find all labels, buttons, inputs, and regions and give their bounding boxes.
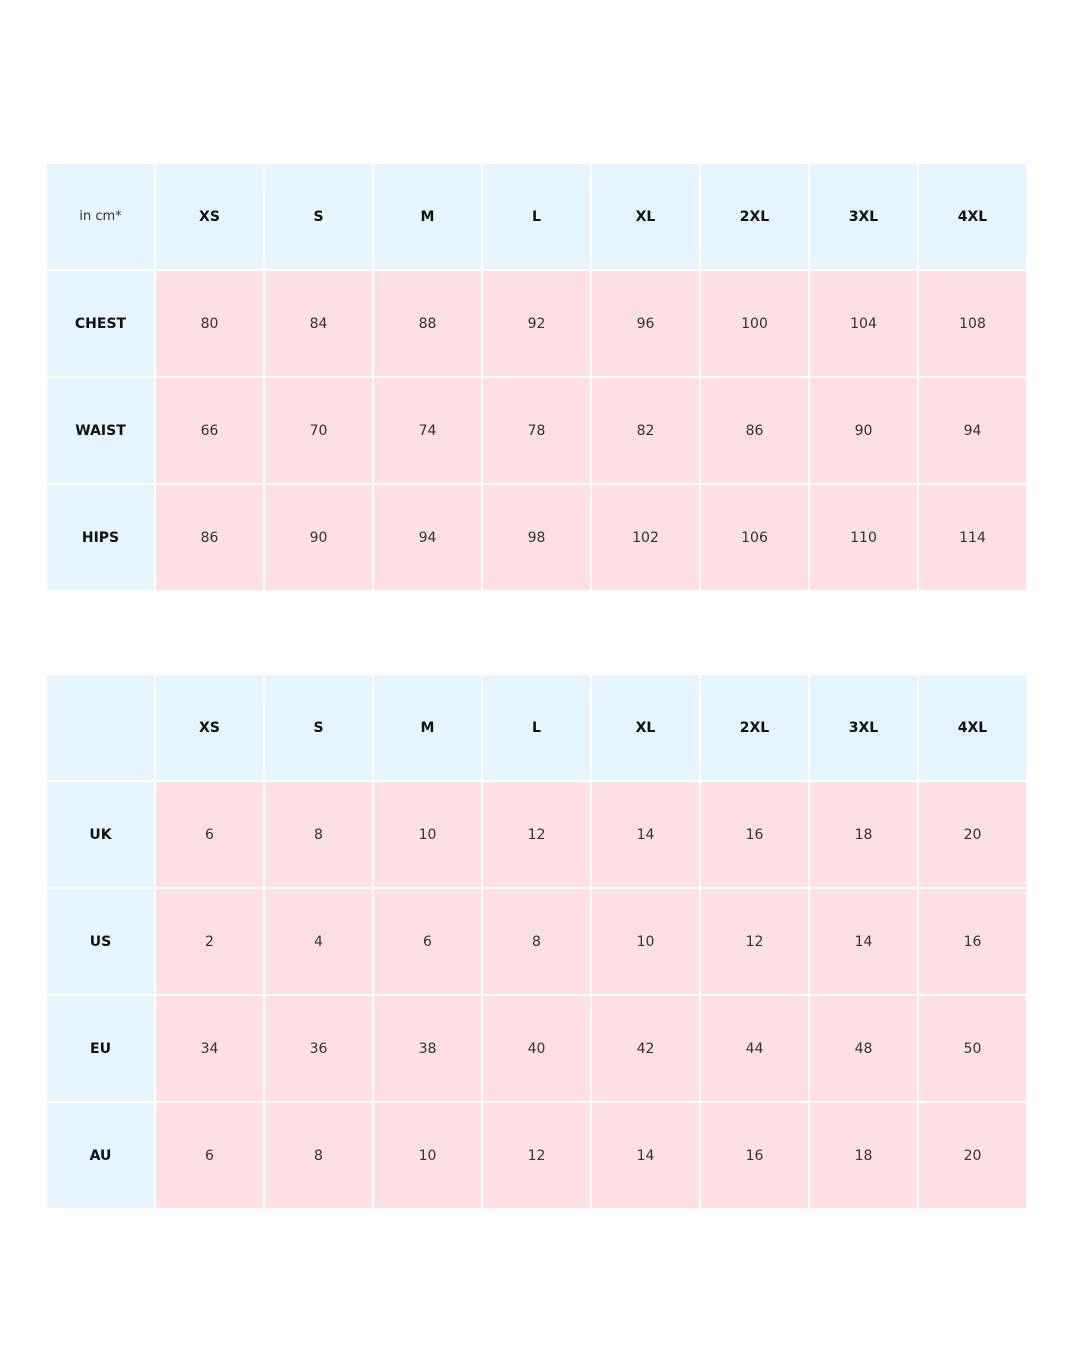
value-cell: 84 xyxy=(265,271,372,376)
size-header-cell: XS xyxy=(156,675,263,780)
size-header-cell: S xyxy=(265,164,372,269)
row-label-cell: HIPS xyxy=(47,485,154,590)
row-label-cell: UK xyxy=(47,782,154,887)
row-label-cell: AU xyxy=(47,1103,154,1208)
value-cell: 40 xyxy=(483,996,590,1101)
value-cell: 16 xyxy=(701,782,808,887)
value-cell: 94 xyxy=(374,485,481,590)
size-header-cell: 4XL xyxy=(919,675,1026,780)
size-header-cell: 2XL xyxy=(701,675,808,780)
size-header-cell: M xyxy=(374,164,481,269)
value-cell: 42 xyxy=(592,996,699,1101)
value-cell: 94 xyxy=(919,378,1026,483)
value-cell: 96 xyxy=(592,271,699,376)
value-cell: 70 xyxy=(265,378,372,483)
value-cell: 110 xyxy=(810,485,917,590)
value-cell: 10 xyxy=(592,889,699,994)
value-cell: 86 xyxy=(701,378,808,483)
value-cell: 92 xyxy=(483,271,590,376)
size-header-cell: 2XL xyxy=(701,164,808,269)
value-cell: 2 xyxy=(156,889,263,994)
value-cell: 8 xyxy=(483,889,590,994)
value-cell: 14 xyxy=(592,782,699,887)
value-cell: 66 xyxy=(156,378,263,483)
value-cell: 80 xyxy=(156,271,263,376)
value-cell: 82 xyxy=(592,378,699,483)
size-header-cell: XL xyxy=(592,675,699,780)
value-cell: 100 xyxy=(701,271,808,376)
size-header-cell: 3XL xyxy=(810,164,917,269)
conversion-size-table: XS S M L XL 2XL 3XL 4XL UK 6 8 10 12 14 16 18 20 US 2 4 6 8 10… xyxy=(47,675,1026,1208)
value-cell: 16 xyxy=(701,1103,808,1208)
value-cell: 50 xyxy=(919,996,1026,1101)
value-cell: 34 xyxy=(156,996,263,1101)
value-cell: 20 xyxy=(919,782,1026,887)
value-cell: 6 xyxy=(374,889,481,994)
corner-header-cell: in cm* xyxy=(47,164,154,269)
value-cell: 88 xyxy=(374,271,481,376)
value-cell: 16 xyxy=(919,889,1026,994)
size-header-cell: 4XL xyxy=(919,164,1026,269)
value-cell: 114 xyxy=(919,485,1026,590)
value-cell: 8 xyxy=(265,1103,372,1208)
value-cell: 74 xyxy=(374,378,481,483)
value-cell: 36 xyxy=(265,996,372,1101)
value-cell: 6 xyxy=(156,782,263,887)
value-cell: 6 xyxy=(156,1103,263,1208)
value-cell: 86 xyxy=(156,485,263,590)
size-header-cell: M xyxy=(374,675,481,780)
value-cell: 4 xyxy=(265,889,372,994)
size-header-cell: 3XL xyxy=(810,675,917,780)
value-cell: 18 xyxy=(810,1103,917,1208)
value-cell: 20 xyxy=(919,1103,1026,1208)
value-cell: 104 xyxy=(810,271,917,376)
value-cell: 38 xyxy=(374,996,481,1101)
size-header-cell: L xyxy=(483,164,590,269)
value-cell: 108 xyxy=(919,271,1026,376)
value-cell: 98 xyxy=(483,485,590,590)
value-cell: 12 xyxy=(701,889,808,994)
value-cell: 44 xyxy=(701,996,808,1101)
value-cell: 14 xyxy=(592,1103,699,1208)
size-header-cell: XL xyxy=(592,164,699,269)
value-cell: 90 xyxy=(265,485,372,590)
size-header-cell: L xyxy=(483,675,590,780)
value-cell: 106 xyxy=(701,485,808,590)
measurements-size-table: in cm* XS S M L XL 2XL 3XL 4XL CHEST 80 84 88 92 96 100… xyxy=(47,164,1026,590)
value-cell: 102 xyxy=(592,485,699,590)
value-cell: 18 xyxy=(810,782,917,887)
value-cell: 48 xyxy=(810,996,917,1101)
row-label-cell: WAIST xyxy=(47,378,154,483)
row-label-cell: EU xyxy=(47,996,154,1101)
size-header-cell: XS xyxy=(156,164,263,269)
row-label-cell: CHEST xyxy=(47,271,154,376)
value-cell: 8 xyxy=(265,782,372,887)
size-header-cell: S xyxy=(265,675,372,780)
value-cell: 10 xyxy=(374,782,481,887)
value-cell: 12 xyxy=(483,782,590,887)
value-cell: 78 xyxy=(483,378,590,483)
value-cell: 12 xyxy=(483,1103,590,1208)
value-cell: 90 xyxy=(810,378,917,483)
row-label-cell: US xyxy=(47,889,154,994)
value-cell: 10 xyxy=(374,1103,481,1208)
corner-header-cell xyxy=(47,675,154,780)
value-cell: 14 xyxy=(810,889,917,994)
